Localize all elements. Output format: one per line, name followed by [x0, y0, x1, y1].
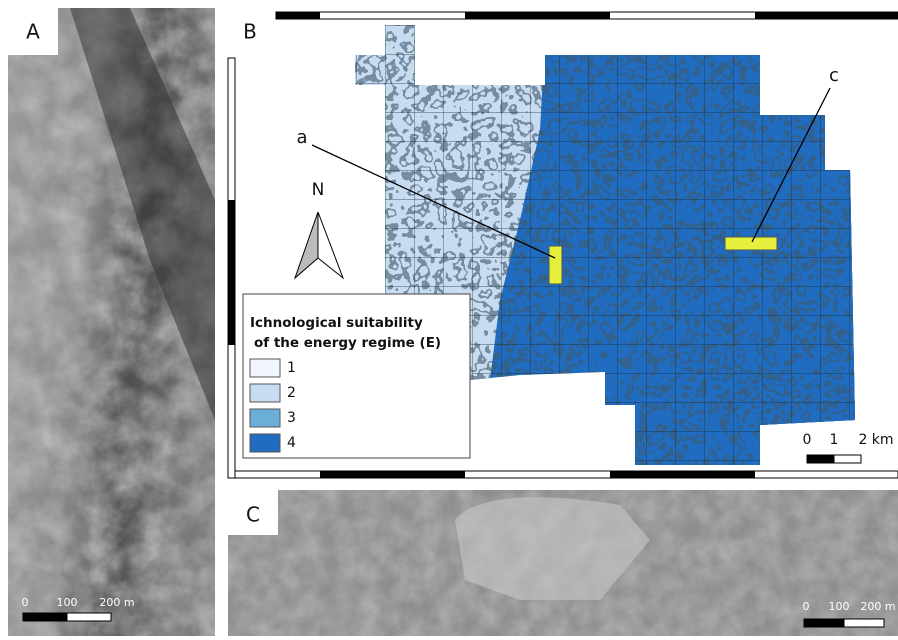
scale-label: 200 m [860, 600, 895, 613]
north-label: N [312, 180, 325, 200]
legend-label: 2 [287, 385, 296, 401]
scale-label: 100 [57, 596, 78, 609]
figure: A 0 100 200 m B a c [0, 0, 898, 636]
panel-label: B [243, 20, 257, 44]
site-c [725, 237, 777, 250]
panel-label: C [246, 503, 260, 527]
scale-label: 200 m [99, 596, 134, 609]
panel-b: B a c N Ichnological suitability of the … [228, 12, 898, 480]
callout-label: c [829, 65, 839, 86]
scale-bar [804, 619, 844, 627]
site-a [549, 246, 562, 284]
callout-label: a [296, 127, 307, 148]
scale-bar [23, 613, 67, 621]
frame-bar [228, 200, 235, 345]
legend-label: 3 [287, 410, 296, 426]
frame-bar [755, 12, 898, 19]
legend-label: 1 [287, 360, 296, 376]
legend-title: of the energy regime (E) [254, 335, 441, 351]
legend-title: Ichnological suitability [250, 315, 423, 331]
panel-c: C 0 100 200 m [228, 490, 898, 636]
frame-bar [465, 12, 610, 19]
scale-bar [844, 619, 884, 627]
frame-bar [610, 471, 755, 478]
scale-label: 0 [803, 600, 810, 613]
scale-bar [67, 613, 111, 621]
legend-swatch [250, 409, 280, 427]
legend-label: 4 [287, 435, 296, 451]
scale-label: 100 [829, 600, 850, 613]
scale-label: 0 [22, 596, 29, 609]
frame-bar [320, 471, 465, 478]
scale-bar [807, 455, 834, 463]
scale-label: 0 [803, 432, 812, 448]
scale-bar [834, 455, 861, 463]
panel-label: A [26, 20, 40, 44]
scale-label: 1 [830, 432, 839, 448]
panel-a: A 0 100 200 m [8, 8, 215, 636]
legend-swatch [250, 384, 280, 402]
legend-swatch [250, 359, 280, 377]
legend-swatch [250, 434, 280, 452]
scale-label: 2 km [858, 432, 893, 448]
frame-bar [276, 12, 320, 19]
